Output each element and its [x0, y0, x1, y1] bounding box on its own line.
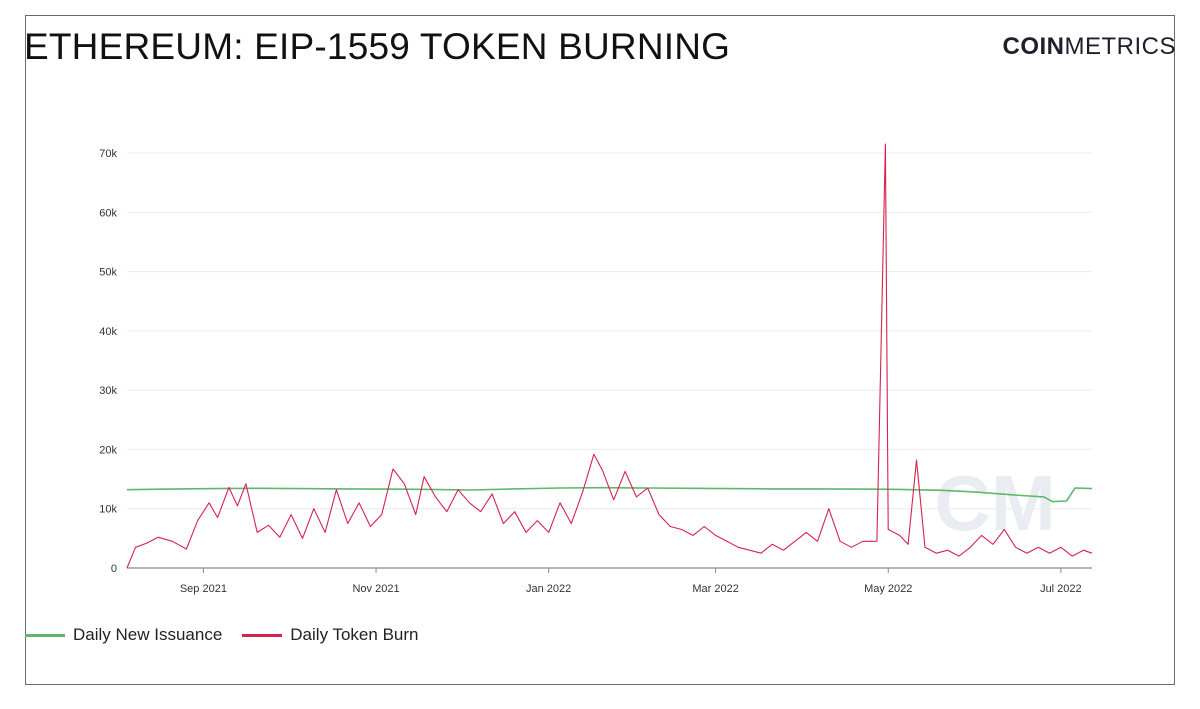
x-tick-label: May 2022 [864, 583, 912, 595]
y-tick-label: 20k [99, 444, 117, 456]
y-tick-label: 70k [99, 148, 117, 160]
legend-label: Daily Token Burn [290, 625, 418, 645]
x-tick-label: Sep 2021 [180, 583, 227, 595]
x-tick-label: Mar 2022 [692, 583, 738, 595]
y-tick-label: 50k [99, 267, 117, 279]
legend-swatch [242, 634, 282, 637]
legend-swatch [25, 634, 65, 637]
legend-label: Daily New Issuance [73, 625, 222, 645]
x-tick-label: Nov 2021 [352, 583, 399, 595]
x-tick-label: Jul 2022 [1040, 583, 1082, 595]
y-tick-label: 10k [99, 504, 117, 516]
grid-lines [127, 153, 1092, 509]
legend-item[interactable]: Daily New Issuance [25, 625, 222, 645]
y-tick-label: 60k [99, 207, 117, 219]
x-tick-label: Jan 2022 [526, 583, 571, 595]
y-tick-label: 0 [111, 563, 117, 575]
y-tick-label: 30k [99, 385, 117, 397]
y-tick-label: 40k [99, 326, 117, 338]
watermark: CM [934, 459, 1055, 547]
legend: Daily New Issuance Daily Token Burn [25, 625, 438, 645]
legend-item[interactable]: Daily Token Burn [242, 625, 418, 645]
